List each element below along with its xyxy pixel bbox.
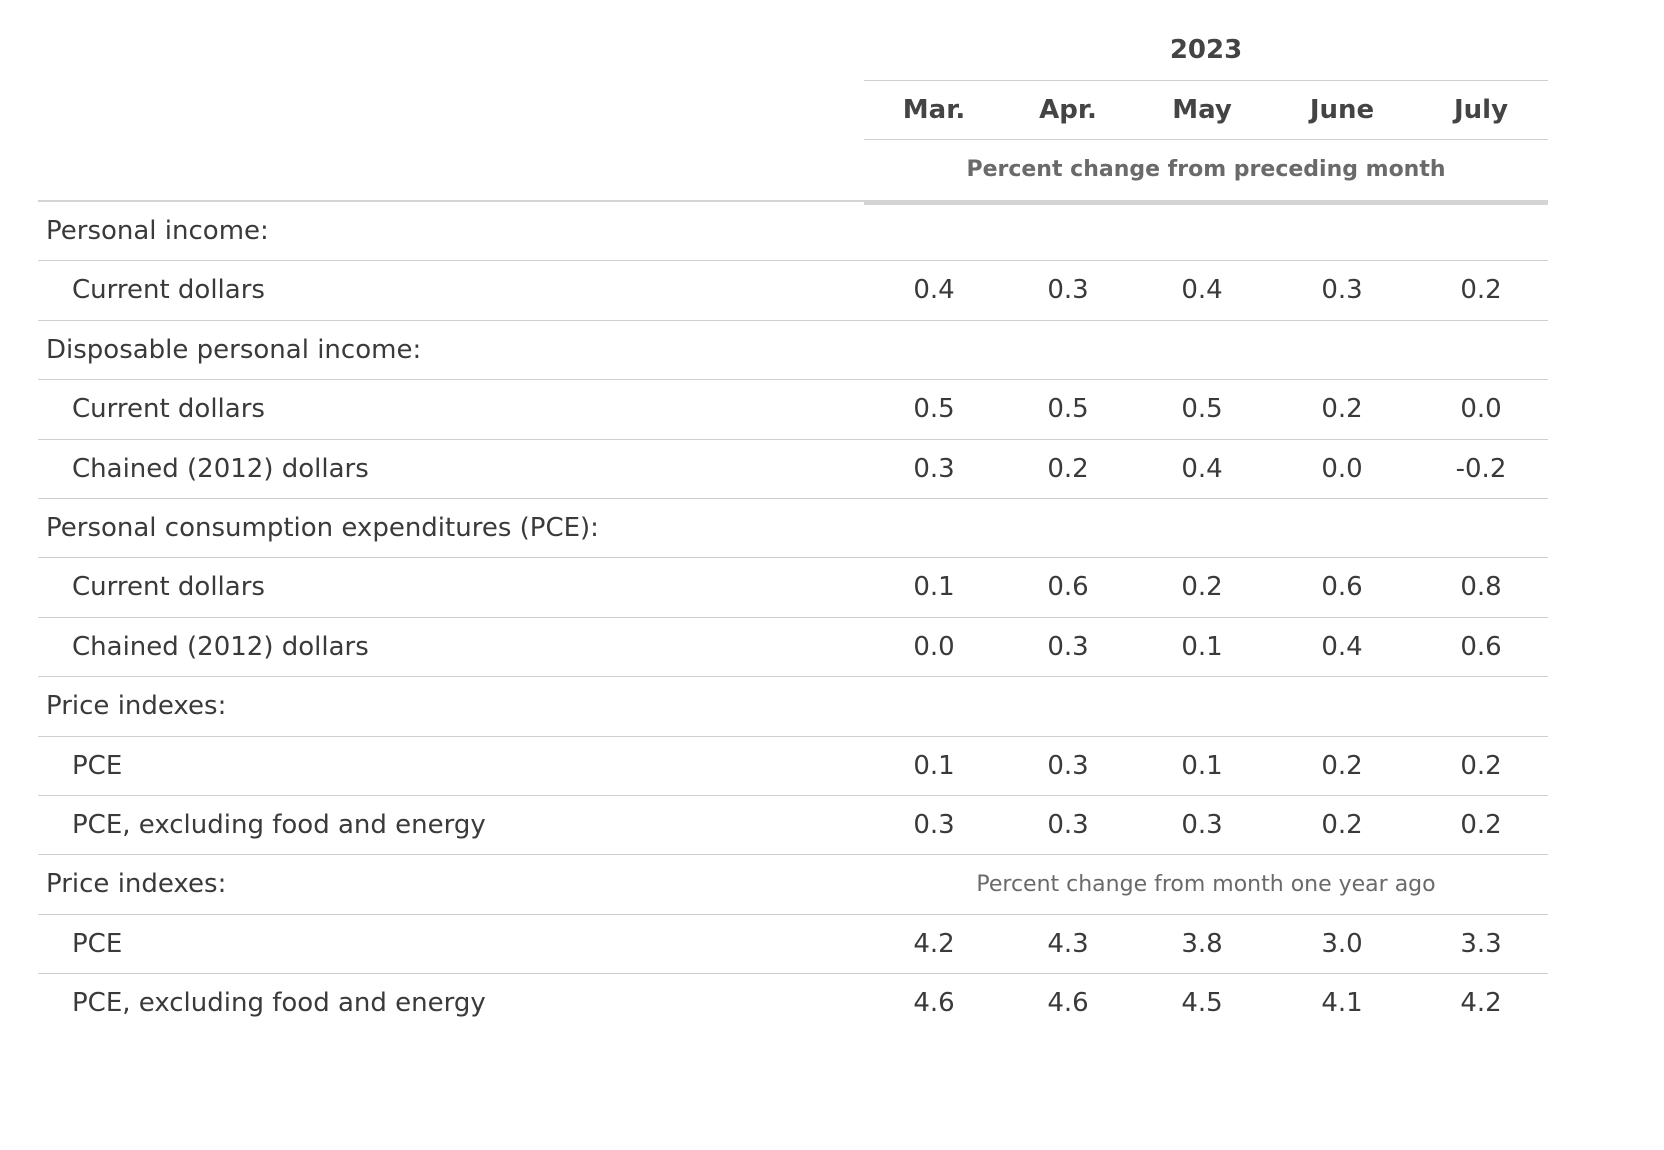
month-header: Apr. — [1039, 95, 1097, 125]
row-label: PCE — [72, 750, 123, 781]
table-cell: 0.2 — [1321, 750, 1363, 781]
table-row: Personal income: — [38, 202, 1548, 262]
table-cell: 0.5 — [913, 394, 955, 425]
table-cell: 0.8 — [1460, 572, 1502, 603]
row-label: Current dollars — [72, 275, 265, 306]
table-cell: 0.1 — [1181, 631, 1223, 662]
table-cell: 0.3 — [1047, 631, 1089, 662]
year-header: 2023 — [1169, 35, 1243, 65]
table-row: Price indexes: — [38, 677, 1548, 737]
table-cell: 3.3 — [1460, 928, 1502, 959]
table-cell: 0.3 — [1047, 750, 1089, 781]
table-cell: 0.3 — [1047, 275, 1089, 306]
table-row: Chained (2012) dollars 0.0 0.3 0.1 0.4 0.6 — [38, 618, 1548, 678]
table-cell: 0.1 — [913, 750, 955, 781]
table-cell: 0.3 — [1321, 275, 1363, 306]
table-cell: 0.6 — [1460, 631, 1502, 662]
table-cell: 0.3 — [913, 453, 955, 484]
table-cell: 4.2 — [1460, 988, 1502, 1019]
section-label: Personal consumption expenditures (PCE): — [46, 512, 599, 543]
table-cell: 0.0 — [1460, 394, 1502, 425]
table-cell: 0.1 — [1181, 750, 1223, 781]
row-label: Current dollars — [72, 572, 265, 603]
table-cell: 0.2 — [1460, 809, 1502, 840]
section-label: Price indexes: — [46, 691, 227, 722]
table-row: Chained (2012) dollars 0.3 0.2 0.4 0.0 -0.2 — [38, 440, 1548, 499]
table-body: Personal income: Current dollars 0.4 0.3 0.4… — [38, 202, 1548, 1033]
table-cell: 0.2 — [1321, 809, 1363, 840]
table-cell: 0.3 — [1181, 809, 1223, 840]
month-header-row: Mar. Apr. May June July — [38, 81, 1548, 140]
caption-row: Percent change from preceding month — [38, 140, 1548, 205]
data-table: 2023 Mar. Apr. May June July Percent change … — [38, 25, 1548, 1033]
table-cell: 4.1 — [1321, 988, 1363, 1019]
table-cell: 4.5 — [1181, 988, 1223, 1019]
table-cell: 0.0 — [1321, 453, 1363, 484]
table-cell: 4.6 — [913, 988, 955, 1019]
table-cell: 0.2 — [1047, 453, 1089, 484]
table-cell: 0.6 — [1047, 572, 1089, 603]
table-cell: 0.5 — [1047, 394, 1089, 425]
table-cell: 4.3 — [1047, 928, 1089, 959]
row-label: Chained (2012) dollars — [72, 631, 369, 662]
month-header: July — [1453, 95, 1509, 125]
header-divider-right — [864, 200, 1548, 205]
table-cell: 0.2 — [1460, 275, 1502, 306]
row-label: PCE — [72, 928, 123, 959]
table-cell: 3.0 — [1321, 928, 1363, 959]
table-cell: 0.3 — [1047, 809, 1089, 840]
table-row: Price indexes: Percent change from month … — [38, 855, 1548, 915]
month-header: Mar. — [902, 95, 966, 125]
month-divider — [864, 139, 1548, 140]
table-row: PCE, excluding food and energy 0.3 0.3 0.3 0… — [38, 796, 1548, 856]
table-cell: 0.1 — [913, 572, 955, 603]
table-row: Personal consumption expenditures (PCE): — [38, 499, 1548, 559]
section-label: Disposable personal income: — [46, 334, 422, 365]
table-row: PCE 4.2 4.3 3.8 3.0 3.3 — [38, 915, 1548, 975]
table-cell: -0.2 — [1455, 453, 1507, 484]
caption-yoy: Percent change from month one year ago — [976, 872, 1436, 898]
table-cell: 0.6 — [1321, 572, 1363, 603]
table-cell: 0.2 — [1321, 394, 1363, 425]
caption-mom: Percent change from preceding month — [966, 157, 1446, 182]
table-cell: 0.4 — [1181, 275, 1223, 306]
section-label: Price indexes: — [46, 869, 227, 900]
month-header: May — [1172, 95, 1232, 125]
table-row: PCE 0.1 0.3 0.1 0.2 0.2 — [38, 737, 1548, 796]
header-divider-left — [38, 200, 864, 202]
table-cell: 0.5 — [1181, 394, 1223, 425]
row-label: Current dollars — [72, 394, 265, 425]
year-divider — [864, 80, 1548, 81]
month-header: June — [1309, 95, 1375, 125]
row-label: PCE, excluding food and energy — [72, 809, 486, 840]
table-cell: 0.4 — [1181, 453, 1223, 484]
table-cell: 4.2 — [913, 928, 955, 959]
table-cell: 0.0 — [913, 631, 955, 662]
year-header-row: 2023 — [38, 25, 1548, 81]
table-cell: 0.2 — [1460, 750, 1502, 781]
table-cell: 0.3 — [913, 809, 955, 840]
table-row: Disposable personal income: — [38, 321, 1548, 381]
table-row: PCE, excluding food and energy 4.6 4.6 4.5 4… — [38, 974, 1548, 1033]
table-cell: 0.4 — [913, 275, 955, 306]
table-cell: 4.6 — [1047, 988, 1089, 1019]
table-row: Current dollars 0.1 0.6 0.2 0.6 0.8 — [38, 558, 1548, 618]
section-label: Personal income: — [46, 216, 269, 246]
table-cell: 0.4 — [1321, 631, 1363, 662]
row-label: PCE, excluding food and energy — [72, 988, 486, 1019]
table-cell: 3.8 — [1181, 928, 1223, 959]
table-row: Current dollars 0.5 0.5 0.5 0.2 0.0 — [38, 380, 1548, 440]
table-cell: 0.2 — [1181, 572, 1223, 603]
row-label: Chained (2012) dollars — [72, 453, 369, 484]
table-row: Current dollars 0.4 0.3 0.4 0.3 0.2 — [38, 261, 1548, 321]
